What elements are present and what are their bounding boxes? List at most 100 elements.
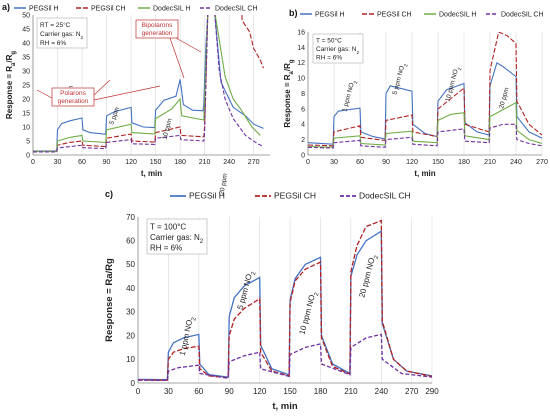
x-tick-label: 210 (484, 159, 496, 166)
panel-a-chart: 0 30 60 90 120 150 180 210 240 270 0 5 10 15 20 25 30 35 4… (2, 2, 270, 195)
legend-entry: DodecSIL CH (215, 6, 258, 13)
callout-text: Polarons (60, 90, 86, 97)
x-tick-label: 60 (194, 387, 203, 396)
y-tick-label: 45 (22, 26, 30, 33)
callout-text: Bipolarons (142, 22, 173, 29)
condition-text: Carrier gas: N2 (40, 31, 83, 41)
y-tick-label: 30 (126, 308, 135, 317)
series-line-pegsil-ch (33, 15, 265, 152)
x-tick-label: 120 (125, 159, 137, 166)
exposure-label: 10 ppm NO2 (298, 290, 321, 336)
x-tick-label: 0 (306, 159, 310, 166)
callout-polarons (51, 87, 95, 107)
y-tick-label: 15 (22, 110, 30, 117)
y-tick-label: 10 (126, 355, 135, 364)
y-tick-label: 10 (297, 76, 305, 83)
panel-c-chart: 0 30 60 90 120 150 180 210 240 270 290 0 10 20 30 40 50 6… (104, 189, 439, 412)
y-tick-label: 25 (22, 82, 30, 89)
series-line-dodecsil-h (33, 15, 261, 153)
y-axis-label: Response = Ra/Rg (5, 51, 17, 119)
y-tick-label: 30 (22, 68, 30, 75)
x-tick-label: 90 (225, 387, 234, 396)
x-tick-label: 150 (432, 159, 444, 166)
y-tick-label: 12 (297, 60, 305, 67)
condition-text: Carrier gas: N2 (316, 46, 359, 56)
x-axis-label: t, min (141, 169, 162, 178)
exposure-label: 5 ppm NO2 (236, 269, 258, 311)
exposure-label: 1 ppm NO2 (178, 315, 198, 357)
legend-entry: PEGSil CH (274, 191, 316, 201)
callout-arrow (36, 89, 53, 99)
x-tick-label: 150 (283, 387, 297, 396)
callout-arrow (93, 85, 161, 101)
callout-arrow (169, 37, 185, 79)
y-tick-label: 50 (22, 12, 30, 19)
condition-text: Carrier gas: N2 (150, 233, 204, 245)
x-tick-label: 290 (425, 387, 439, 396)
series-line-dodecsil-ch (33, 15, 264, 153)
condition-text: RH = 6% (150, 244, 182, 253)
y-tick-label: 50 (126, 260, 135, 269)
x-axis-label: t, min (272, 401, 298, 412)
x-tick-label: 240 (223, 159, 235, 166)
series-group (33, 15, 265, 153)
conditions-box (36, 17, 88, 49)
legend-entry: PEGSil H (189, 191, 225, 201)
x-tick-label: 270 (248, 159, 260, 166)
series-group (308, 32, 542, 149)
y-tick-label: 40 (22, 40, 30, 47)
y-tick-label: 4 (301, 122, 305, 129)
panel-b-chart: 0 30 60 90 120 150 180 210 240 270 0 2 4 6 8 10 12 14 16 t,… (283, 8, 548, 178)
y-axis-label: Response = Ra/Rg (104, 258, 115, 342)
y-tick-label: 8 (301, 91, 305, 98)
x-tick-label: 180 (458, 159, 470, 166)
x-tick-label: 210 (344, 387, 358, 396)
x-tick-label: 210 (199, 159, 211, 166)
series-line-pegsil-ch (308, 32, 542, 147)
condition-text: RT = 25°C (40, 21, 71, 29)
exposure-label: 5 ppm NO2 (392, 62, 410, 96)
conditions-box (312, 33, 364, 64)
y-tick-label: 0 (301, 152, 305, 159)
x-tick-label: 0 (136, 387, 141, 396)
x-tick-label: 270 (536, 159, 548, 166)
legend-entry: DodecSIL CH (501, 12, 544, 19)
legend-entry: PEGSil CH (377, 12, 412, 19)
x-tick-label: 120 (406, 159, 418, 166)
legend-entry: PEGSil CH (91, 6, 126, 13)
callout-text: generation (142, 30, 173, 37)
legend-entry: DodecSIL CH (359, 191, 411, 201)
x-tick-label: 60 (356, 159, 364, 166)
x-tick-label: 60 (78, 159, 86, 166)
callout-text: generation (58, 98, 89, 105)
exposure-label: 20 ppm (218, 173, 229, 196)
y-tick-label: 6 (301, 106, 305, 113)
y-tick-label: 14 (297, 45, 305, 52)
x-tick-label: 180 (314, 387, 328, 396)
callout-bipolarons (135, 19, 179, 39)
y-tick-label: 35 (22, 54, 30, 61)
y-tick-label: 5 (26, 138, 30, 145)
y-tick-label: 70 (126, 213, 135, 222)
exposure-label: 1 ppm NO2 (341, 79, 359, 113)
x-tick-label: 120 (253, 387, 267, 396)
x-tick-label: 30 (330, 159, 338, 166)
panel-label: c) (105, 189, 113, 199)
series-line-dodecsil-ch (308, 123, 542, 149)
exposure-label: 20 ppm NO2 (357, 253, 380, 299)
condition-text: T = 100°C (150, 223, 186, 232)
x-tick-label: 150 (150, 159, 162, 166)
y-tick-label: 20 (126, 331, 135, 340)
y-tick-label: 2 (301, 137, 305, 144)
condition-text: RH = 6% (316, 55, 342, 62)
x-tick-label: 30 (54, 159, 62, 166)
y-tick-label: 40 (126, 284, 135, 293)
panel-label: a) (2, 2, 10, 12)
panel-label: b) (289, 8, 298, 18)
legend-entry: PEGSil H (29, 6, 59, 13)
y-axis-label: Response = Ra/Rg (283, 59, 295, 127)
y-tick-label: 0 (131, 379, 136, 388)
x-tick-label: 0 (31, 159, 35, 166)
y-tick-label: 0 (26, 152, 30, 159)
